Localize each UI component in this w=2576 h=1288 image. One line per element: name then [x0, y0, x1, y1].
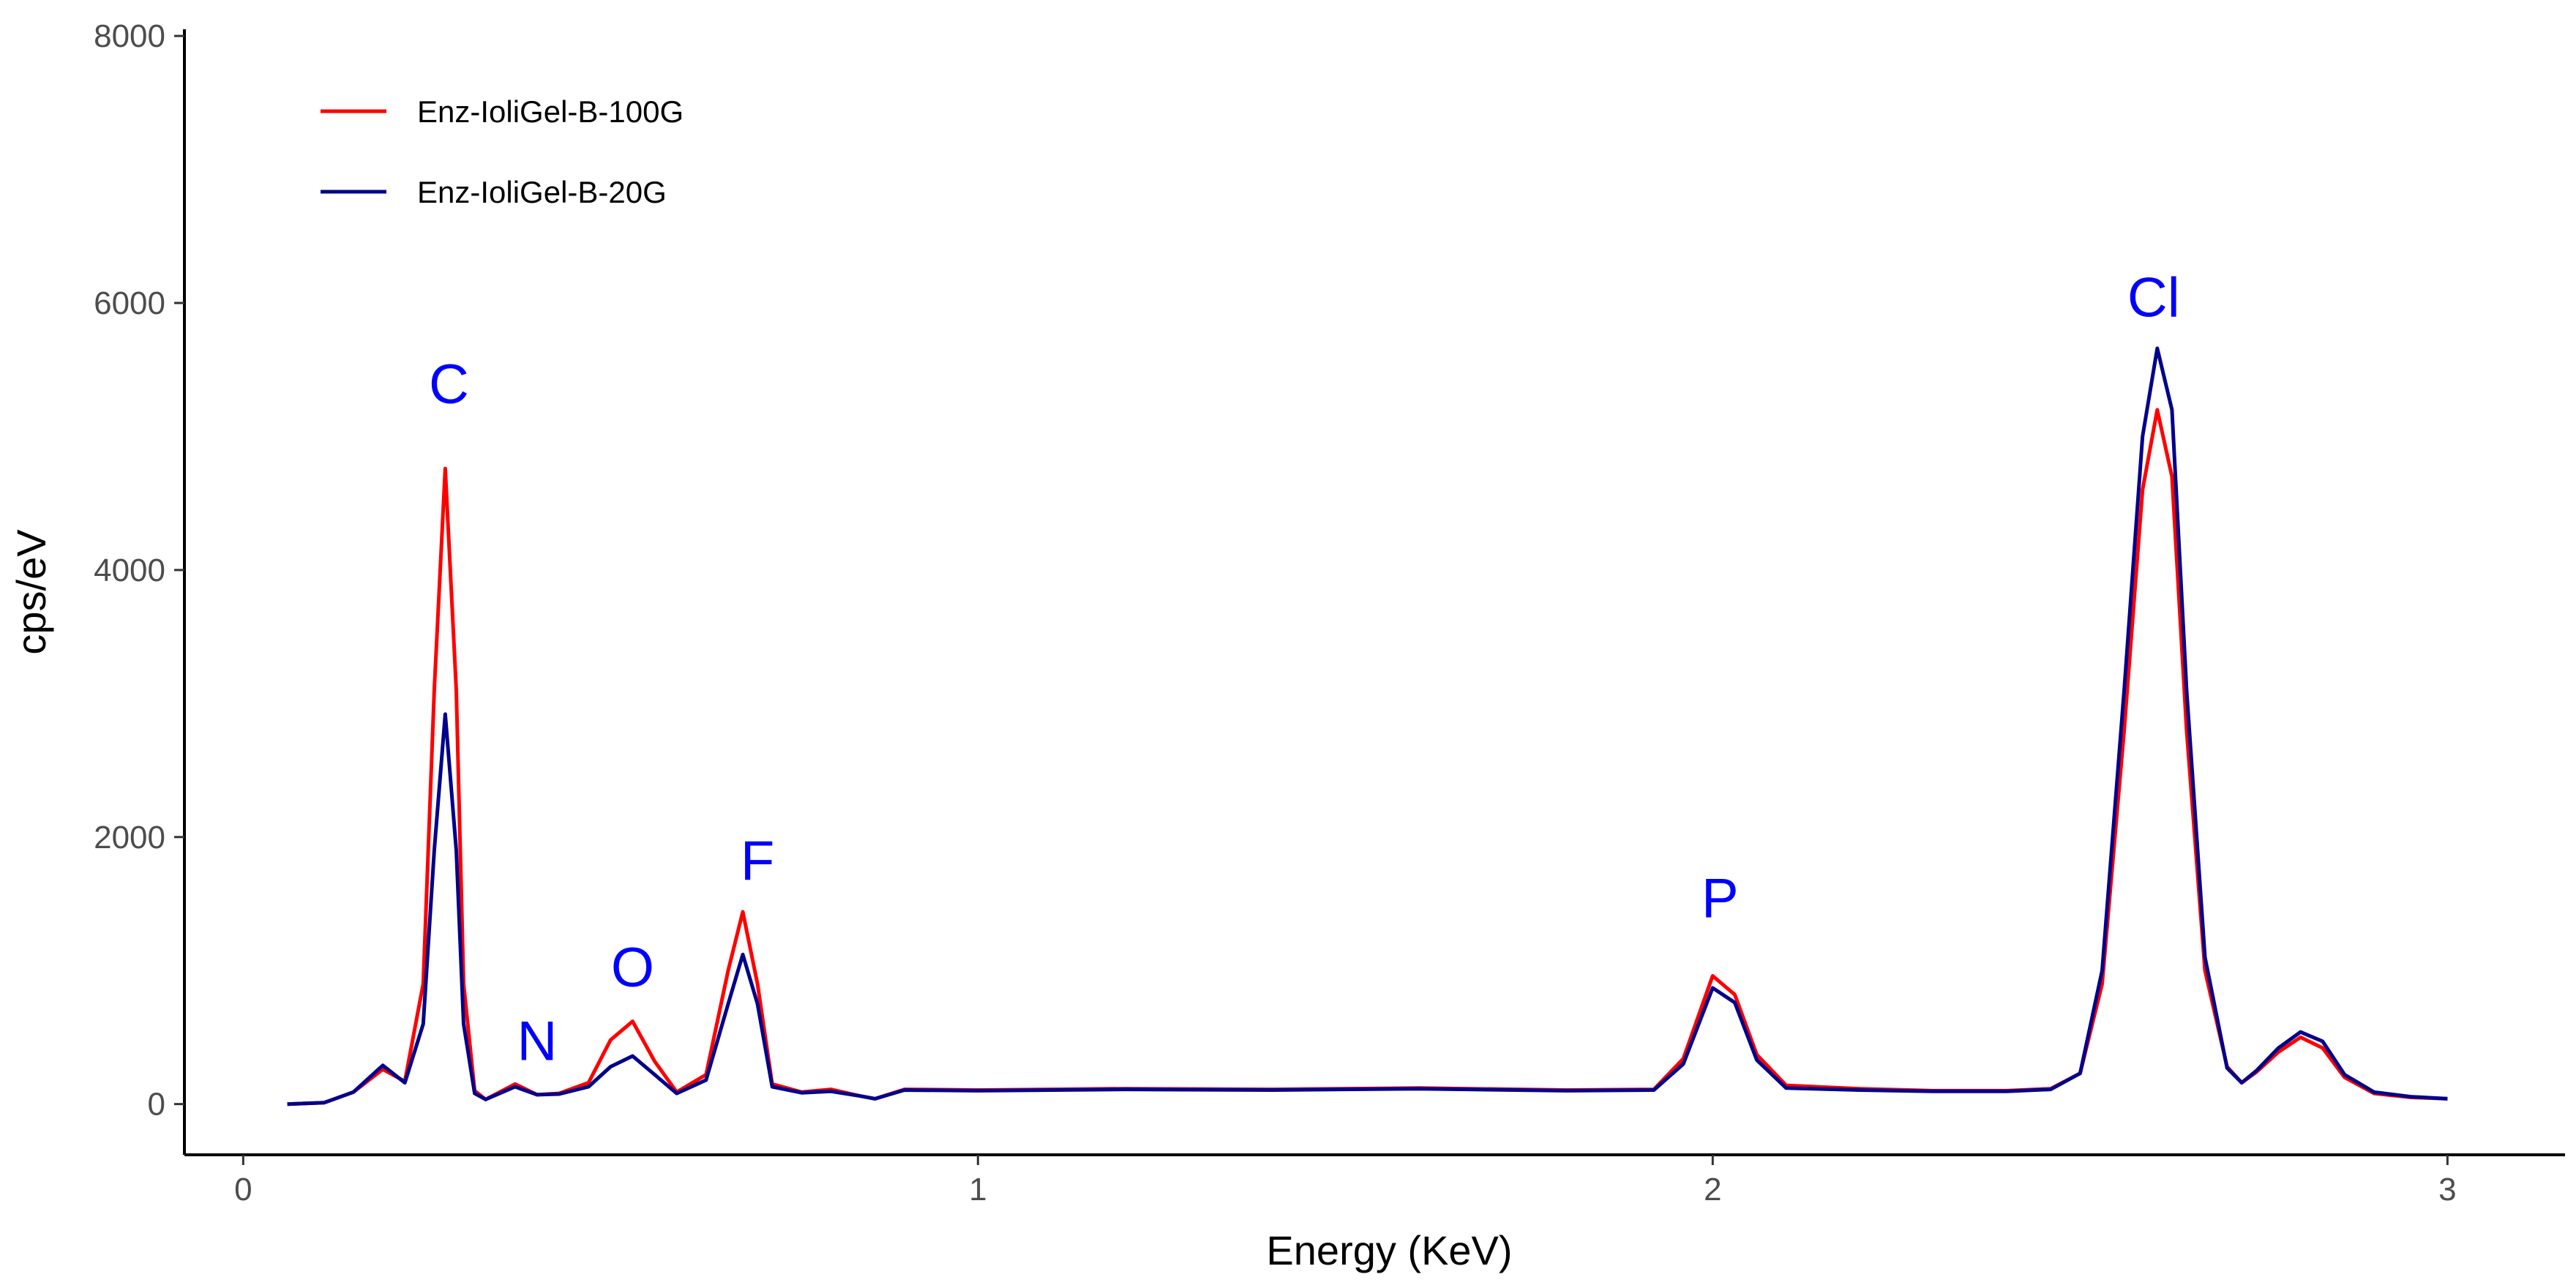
legend-label-2: Enz-IoliGel-B-20G: [417, 175, 667, 209]
y-tick-label: 4000: [94, 553, 165, 588]
peak-label-o: O: [611, 937, 654, 999]
y-tick-label: 2000: [94, 820, 165, 855]
x-tick-label: 2: [1704, 1172, 1721, 1208]
x-tick-label: 1: [969, 1172, 986, 1208]
peak-label-c: C: [429, 353, 469, 416]
peak-label-p: P: [1701, 867, 1739, 929]
series-line-2: [287, 346, 2448, 1107]
y-axis-title: cps/eV: [8, 529, 54, 655]
peak-label-cl: Cl: [2127, 266, 2180, 329]
axis-titles: Energy (KeV) cps/eV: [8, 529, 1513, 1273]
peak-label-n: N: [517, 1010, 557, 1072]
legend-label-1: Enz-IoliGel-B-100G: [417, 94, 684, 129]
series-layer: [287, 346, 2448, 1107]
legend: Enz-IoliGel-B-100G Enz-IoliGel-B-20G: [321, 94, 684, 209]
y-tick-label: 0: [148, 1087, 165, 1123]
y-tick-label: 8000: [94, 18, 165, 54]
series-line-1: [287, 408, 2448, 1107]
annotation-layer: C NO F P Cl: [429, 266, 2180, 1072]
x-tick-label: 3: [2438, 1172, 2456, 1208]
x-tick-label: 0: [234, 1172, 252, 1208]
axes-layer: 0 2000 4000 6000 8000 0 1 2 3: [94, 18, 2565, 1208]
peak-label-f: F: [741, 830, 774, 892]
x-axis-title: Energy (KeV): [1266, 1227, 1512, 1273]
y-tick-label: 6000: [94, 285, 165, 321]
